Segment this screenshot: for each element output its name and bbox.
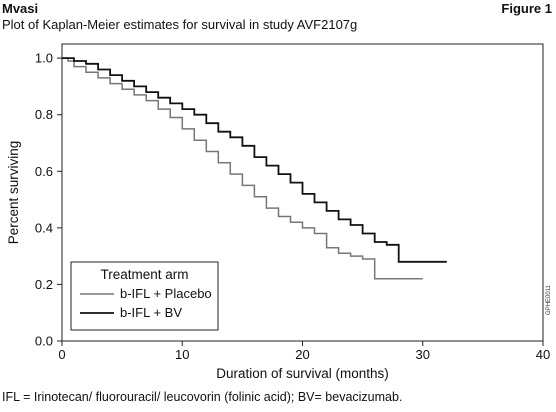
- series-line-placebo: [62, 57, 423, 280]
- y-tick-label: 1.0: [35, 51, 53, 66]
- y-tick-label: 0.8: [35, 107, 53, 122]
- y-tick-label: 0.6: [35, 164, 53, 179]
- figure-label: Figure 1: [501, 1, 552, 16]
- x-axis-label: Duration of survival (months): [216, 366, 389, 381]
- chart-subtitle: Plot of Kaplan-Meier estimates for survi…: [2, 17, 358, 32]
- y-tick-label: 0.0: [35, 334, 53, 349]
- series-line-bv: [62, 57, 447, 263]
- figure-code: GPHE0011: [546, 284, 552, 315]
- kaplan-meier-chart: 0 10 20 30 40 0.0 0.2 0.4 0.6 0.8 1.0 Duration of s…: [6, 43, 552, 381]
- y-axis-label: Percent surviving: [6, 141, 21, 245]
- legend-title: Treatment arm: [100, 267, 188, 282]
- x-tick-label: 30: [416, 347, 430, 362]
- y-tick-label: 0.4: [35, 220, 53, 235]
- x-tick-label: 20: [295, 347, 309, 362]
- legend-entry: b-IFL + BV: [120, 305, 182, 320]
- x-tick-label: 0: [58, 347, 65, 362]
- legend-entry: b-IFL + Placebo: [120, 286, 212, 301]
- y-tick-label: 0.2: [35, 277, 53, 292]
- brand-name: Mvasi: [2, 1, 39, 16]
- legend-box: [70, 261, 219, 331]
- x-tick-label: 40: [536, 347, 550, 362]
- x-tick-label: 10: [175, 347, 189, 362]
- footnote: IFL = Irinotecan/ fluorouracil/ leucovor…: [2, 390, 403, 404]
